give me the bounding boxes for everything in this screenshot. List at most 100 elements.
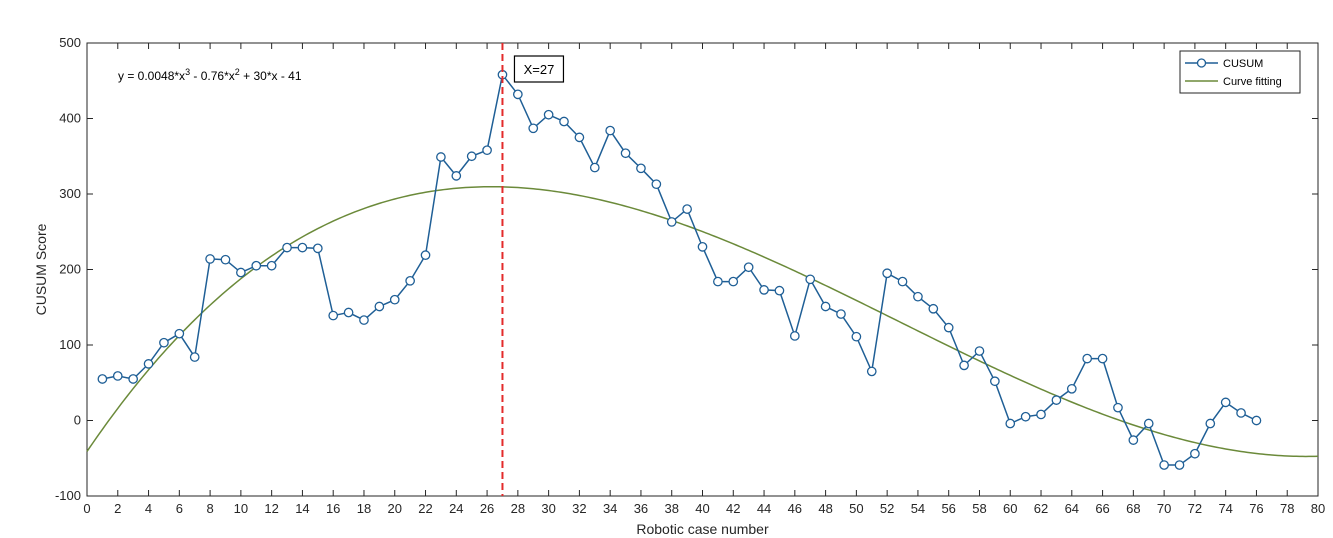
cusum-point [1113, 402, 1123, 413]
cusum-point [189, 352, 200, 362]
x-tick-label: 78 [1280, 501, 1294, 516]
x-tick-label: 48 [818, 501, 832, 516]
x-tick-label: 14 [295, 501, 309, 516]
y-axis-label: CUSUM Score [33, 223, 49, 315]
cusum-point [1128, 435, 1139, 445]
x-tick-label: 8 [206, 501, 213, 516]
legend-cusum-marker [1196, 58, 1207, 68]
x-tick-label: 26 [480, 501, 494, 516]
equation-part: + 30*x - 41 [240, 69, 302, 83]
x-tick-label: 80 [1311, 501, 1325, 516]
fit-equation: y = 0.0048*x3 - 0.76*x2 + 30*x - 41 [118, 67, 302, 83]
cusum-point [482, 145, 492, 156]
cusum-point [743, 262, 754, 273]
annotation-layer: X=27 y = 0.0048*x3 - 0.76*x2 + 30*x - 41 [118, 43, 565, 496]
x-tick-label: 4 [145, 501, 152, 516]
equation-part: y = 0.0048*x [118, 69, 185, 83]
cusum-point [1174, 460, 1185, 470]
cusum-point [620, 148, 631, 159]
cusum-point [405, 275, 415, 286]
cusum-point [236, 267, 246, 278]
cusum-point [636, 163, 646, 174]
x-tick-label: 46 [788, 501, 802, 516]
cusum-point [697, 242, 708, 252]
x-axis-label: Robotic case number [636, 521, 769, 537]
cusum-point [559, 116, 569, 127]
x-tick-label: 66 [1095, 501, 1109, 516]
fit-curve-line [86, 185, 1319, 458]
cusum-point [959, 360, 969, 371]
axes: 0 2 4 6 8 10 12 14 16 18 20 22 24 26 28 30 32 34 36 38 40 42 4… [55, 35, 1325, 516]
x-tick-label: 60 [1003, 501, 1017, 516]
cusum-point [1005, 418, 1016, 429]
y-tick-label: 300 [59, 186, 81, 201]
x-tick-label: 2 [114, 501, 121, 516]
x-tick-label: 58 [972, 501, 986, 516]
cusum-point [974, 346, 985, 356]
cusum-point [589, 162, 600, 173]
legend-fit-label: Curve fitting [1223, 76, 1282, 88]
x-tick-label: 18 [357, 501, 371, 516]
cusum-point [682, 204, 692, 214]
x-tick-label: 12 [264, 501, 278, 516]
cusum-point [943, 322, 954, 333]
cusum-point [851, 331, 862, 342]
cusum-point [420, 250, 431, 261]
equation-exponent: 2 [235, 67, 240, 77]
x-tick-label: 50 [849, 501, 863, 516]
cusum-point [574, 132, 585, 143]
x-tick-label: 70 [1157, 501, 1171, 516]
x-tick-label: 62 [1034, 501, 1048, 516]
cusum-point [928, 303, 939, 314]
x-tick-label: 34 [603, 501, 617, 516]
cusum-point [759, 285, 769, 295]
cusum-point [897, 276, 908, 287]
x-tick-label: 56 [941, 501, 955, 516]
y-tick-label: 500 [59, 35, 81, 50]
x-tick-label: 68 [1126, 501, 1140, 516]
cusum-point [1082, 353, 1093, 364]
cusum-point [205, 254, 215, 264]
cusum-point [990, 376, 1000, 387]
x-tick-label: 40 [695, 501, 709, 516]
legend-cusum-label: CUSUM [1223, 58, 1263, 70]
cusum-point [128, 374, 139, 384]
fit-curve-layer [86, 185, 1319, 458]
cusum-point [343, 307, 354, 318]
cusum-point [312, 243, 323, 254]
x-tick-label: 0 [83, 501, 90, 516]
cusum-point [282, 242, 292, 253]
x-tick-label: 20 [388, 501, 402, 516]
cusum-point [1205, 418, 1216, 429]
cusum-point [728, 276, 739, 287]
cusum-point [1159, 460, 1169, 470]
cusum-point [1220, 397, 1231, 408]
cusum-point [605, 125, 616, 136]
x27-label-box [513, 55, 565, 83]
cusum-point [666, 217, 677, 227]
cusum-point [1190, 448, 1200, 459]
y-tick-label: 400 [59, 111, 81, 126]
cusum-point [451, 171, 462, 181]
x-tick-label: 38 [664, 501, 678, 516]
cusum-point [913, 291, 923, 302]
cusum-point [251, 260, 262, 271]
cusum-point [374, 301, 385, 312]
cusum-point [1143, 418, 1154, 429]
cusum-point [1066, 383, 1077, 394]
cusum-series-layer [97, 69, 1262, 470]
cusum-point [543, 109, 554, 120]
x-tick-label: 72 [1188, 501, 1202, 516]
cusum-point [1097, 353, 1108, 364]
x-tick-label: 16 [326, 501, 340, 516]
cusum-point [174, 328, 185, 339]
x-tick-label: 24 [449, 501, 463, 516]
cusum-point [1236, 408, 1246, 418]
x-tick-label: 30 [541, 501, 555, 516]
x-tick-label: 44 [757, 501, 771, 516]
cusum-point [1036, 409, 1046, 420]
x-tick-label: 76 [1249, 501, 1263, 516]
x-tick-label: 64 [1065, 501, 1079, 516]
cusum-point [1251, 415, 1262, 426]
cusum-point [328, 310, 339, 321]
